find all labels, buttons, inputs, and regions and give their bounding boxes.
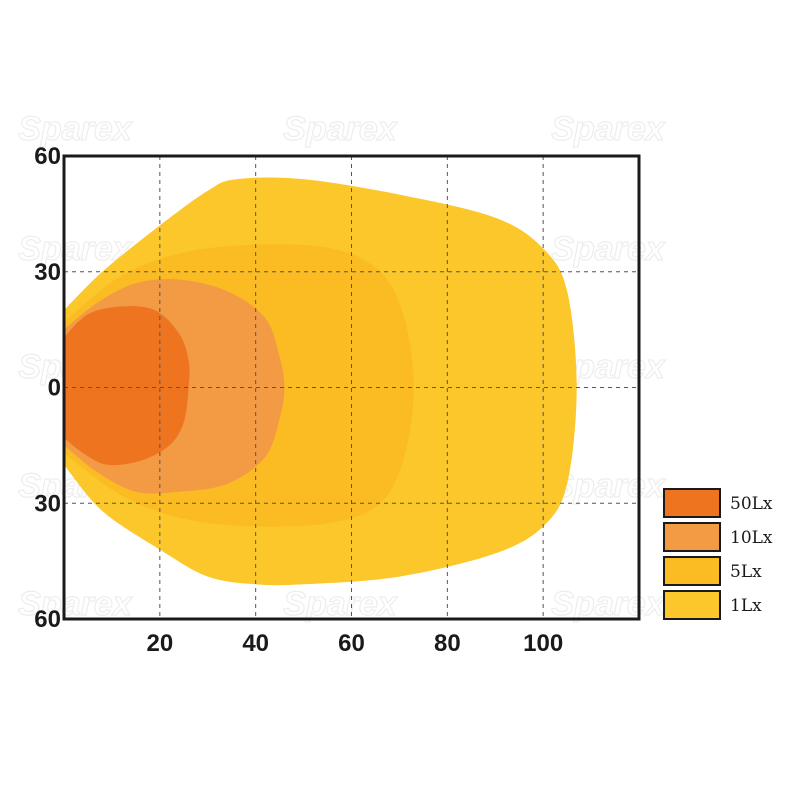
x-tick-label: 20 [146,630,173,657]
contour-50lx [64,306,190,466]
watermark-text: Sparex [283,110,398,148]
legend-swatch-5lx [663,556,721,586]
legend-label-50lx: 50Lx [730,494,773,514]
y-axis-tick-labels: 60 30 0 30 60 [34,143,61,633]
y-tick-label: 60 [34,606,61,633]
legend-label-5lx: 5Lx [730,562,762,582]
gridlines [64,156,639,619]
legend-label-10lx: 10Lx [730,528,773,548]
x-tick-label: 40 [242,630,269,657]
legend: 50Lx 10Lx 5Lx 1Lx [663,488,773,620]
legend-swatch-50lx [663,488,721,518]
y-tick-label: 60 [34,143,61,170]
watermark-text: Sparex [18,110,133,148]
legend-swatch-10lx [663,522,721,552]
watermark-text: Sparex [283,585,398,623]
watermark-text: Sparex [18,585,133,623]
x-axis-tick-labels: 20 40 60 80 100 [146,630,563,657]
y-tick-label: 30 [34,259,61,286]
legend-swatch-1lx [663,590,721,620]
y-tick-label: 0 [48,375,61,402]
legend-label-1lx: 1Lx [730,596,762,616]
watermark-text: Sparex [551,110,666,148]
x-tick-label: 100 [523,630,563,657]
x-tick-label: 80 [434,630,461,657]
plot-frame [62,154,641,621]
y-tick-label: 30 [34,490,61,517]
watermark-text: Sparex [551,585,666,623]
x-tick-label: 60 [338,630,365,657]
watermark-text: Sparex [551,230,666,268]
lux-contours [64,177,577,586]
watermark-text: Sparex [551,467,666,505]
